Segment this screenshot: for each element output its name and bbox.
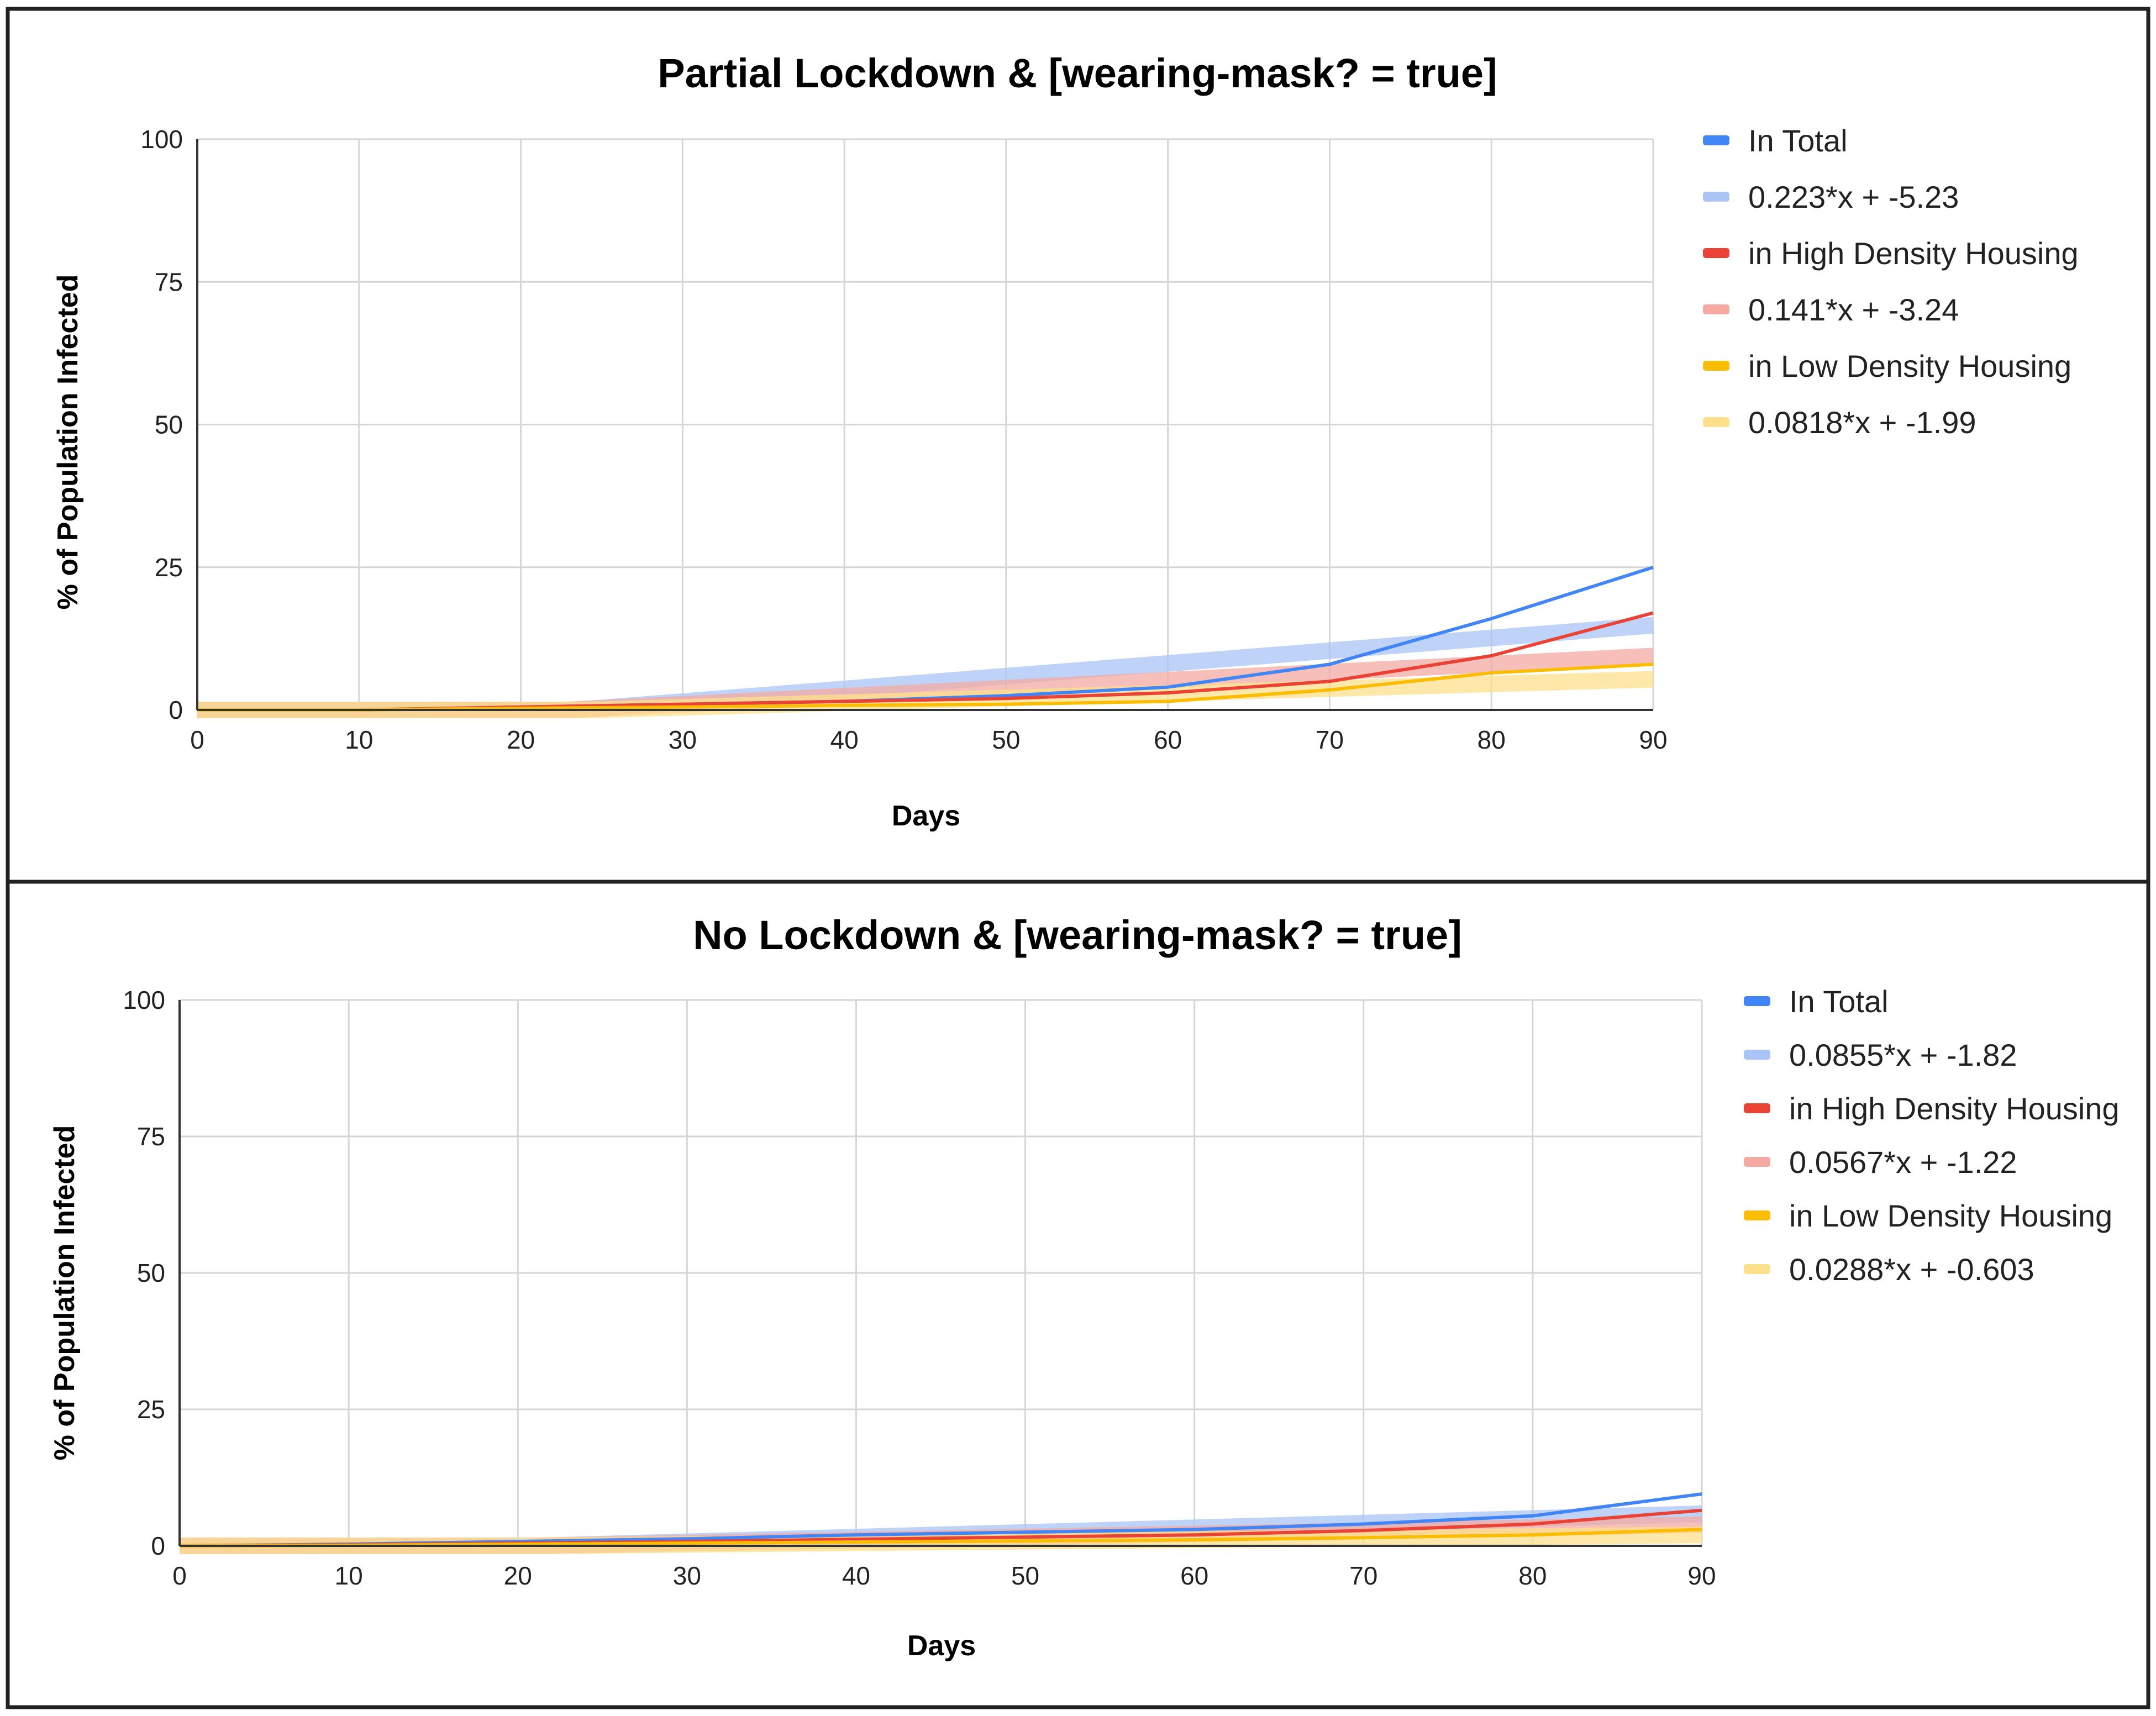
legend-label-5: 0.0818*x + -1.99: [1748, 405, 1976, 440]
x-tick-label: 0: [190, 725, 204, 754]
legend-swatch-5: [1703, 417, 1729, 427]
legend: In Total 0.0855*x + -1.82 in High Density …: [1744, 984, 2120, 1287]
legend-swatch-2: [1703, 248, 1729, 258]
legend-label-2: in High Density Housing: [1748, 236, 2079, 271]
x-axis-title: Days: [907, 1630, 976, 1662]
legend-label-0: In Total: [1748, 123, 1848, 158]
legend-swatch-3: [1744, 1157, 1770, 1167]
x-tick-label: 60: [1180, 1561, 1208, 1590]
legend-label-4: in Low Density Housing: [1748, 349, 2071, 383]
y-axis-title: % of Population Infected: [49, 1125, 81, 1461]
x-tick-label: 20: [504, 1561, 532, 1590]
legend-label-5: 0.0288*x + -0.603: [1789, 1252, 2034, 1287]
chart-title: No Lockdown & [wearing-mask? = true]: [693, 912, 1462, 958]
x-tick-label: 70: [1316, 725, 1344, 754]
y-tick-label: 75: [137, 1122, 165, 1151]
y-tick-label: 0: [169, 696, 183, 724]
x-tick-label: 90: [1639, 725, 1667, 754]
x-tick-label: 10: [335, 1561, 363, 1590]
chart-panel-no-lockdown: No Lockdown & [wearing-mask? = true] 0 10…: [6, 880, 2150, 1709]
legend-swatch-5: [1744, 1264, 1770, 1274]
x-axis-title: Days: [892, 800, 960, 832]
x-tick-label: 70: [1349, 1561, 1377, 1590]
x-tick-label: 10: [345, 725, 373, 754]
legend-label-2: in High Density Housing: [1789, 1091, 2120, 1126]
y-tick-label: 100: [123, 986, 165, 1014]
x-tick-label: 20: [507, 725, 535, 754]
legend-label-3: 0.141*x + -3.24: [1748, 292, 1959, 327]
y-tick-label: 50: [137, 1259, 165, 1287]
legend-swatch-0: [1744, 996, 1770, 1006]
chart-title: Partial Lockdown & [wearing-mask? = true…: [658, 50, 1497, 96]
y-tick-label: 0: [151, 1531, 165, 1560]
x-tick-label: 90: [1687, 1561, 1716, 1590]
x-tick-label: 50: [1011, 1561, 1039, 1590]
legend-swatch-1: [1744, 1050, 1770, 1060]
x-tick-label: 40: [842, 1561, 870, 1590]
x-tick-label: 50: [992, 725, 1020, 754]
y-tick-label: 25: [137, 1395, 165, 1424]
x-tick-label: 30: [669, 725, 697, 754]
x-tick-label: 40: [830, 725, 859, 754]
legend-label-1: 0.0855*x + -1.82: [1789, 1038, 2017, 1072]
y-axis-title: % of Population Infected: [52, 275, 84, 610]
y-tick-label: 50: [155, 410, 183, 439]
legend-label-0: In Total: [1789, 984, 1889, 1019]
y-tick-label: 100: [140, 125, 183, 154]
legend-swatch-2: [1744, 1103, 1770, 1113]
x-tick-label: 60: [1154, 725, 1182, 754]
legend-swatch-1: [1703, 192, 1729, 202]
legend-swatch-4: [1703, 361, 1729, 371]
legend-swatch-3: [1703, 304, 1729, 314]
chart-panel-partial-lockdown: Partial Lockdown & [wearing-mask? = true…: [6, 7, 2150, 884]
legend-label-1: 0.223*x + -5.23: [1748, 180, 1959, 214]
y-tick-label: 25: [155, 553, 183, 582]
legend-label-3: 0.0567*x + -1.22: [1789, 1145, 2017, 1180]
legend-label-4: in Low Density Housing: [1789, 1198, 2112, 1233]
x-tick-label: 30: [673, 1561, 701, 1590]
x-tick-label: 80: [1518, 1561, 1547, 1590]
panel-border: [6, 880, 2150, 1709]
legend-swatch-0: [1703, 135, 1729, 145]
legend-swatch-4: [1744, 1210, 1770, 1220]
x-tick-label: 0: [172, 1561, 187, 1590]
legend: In Total 0.223*x + -5.23 in High Density H…: [1703, 123, 2079, 440]
y-tick-label: 75: [155, 267, 183, 296]
x-tick-label: 80: [1477, 725, 1506, 754]
